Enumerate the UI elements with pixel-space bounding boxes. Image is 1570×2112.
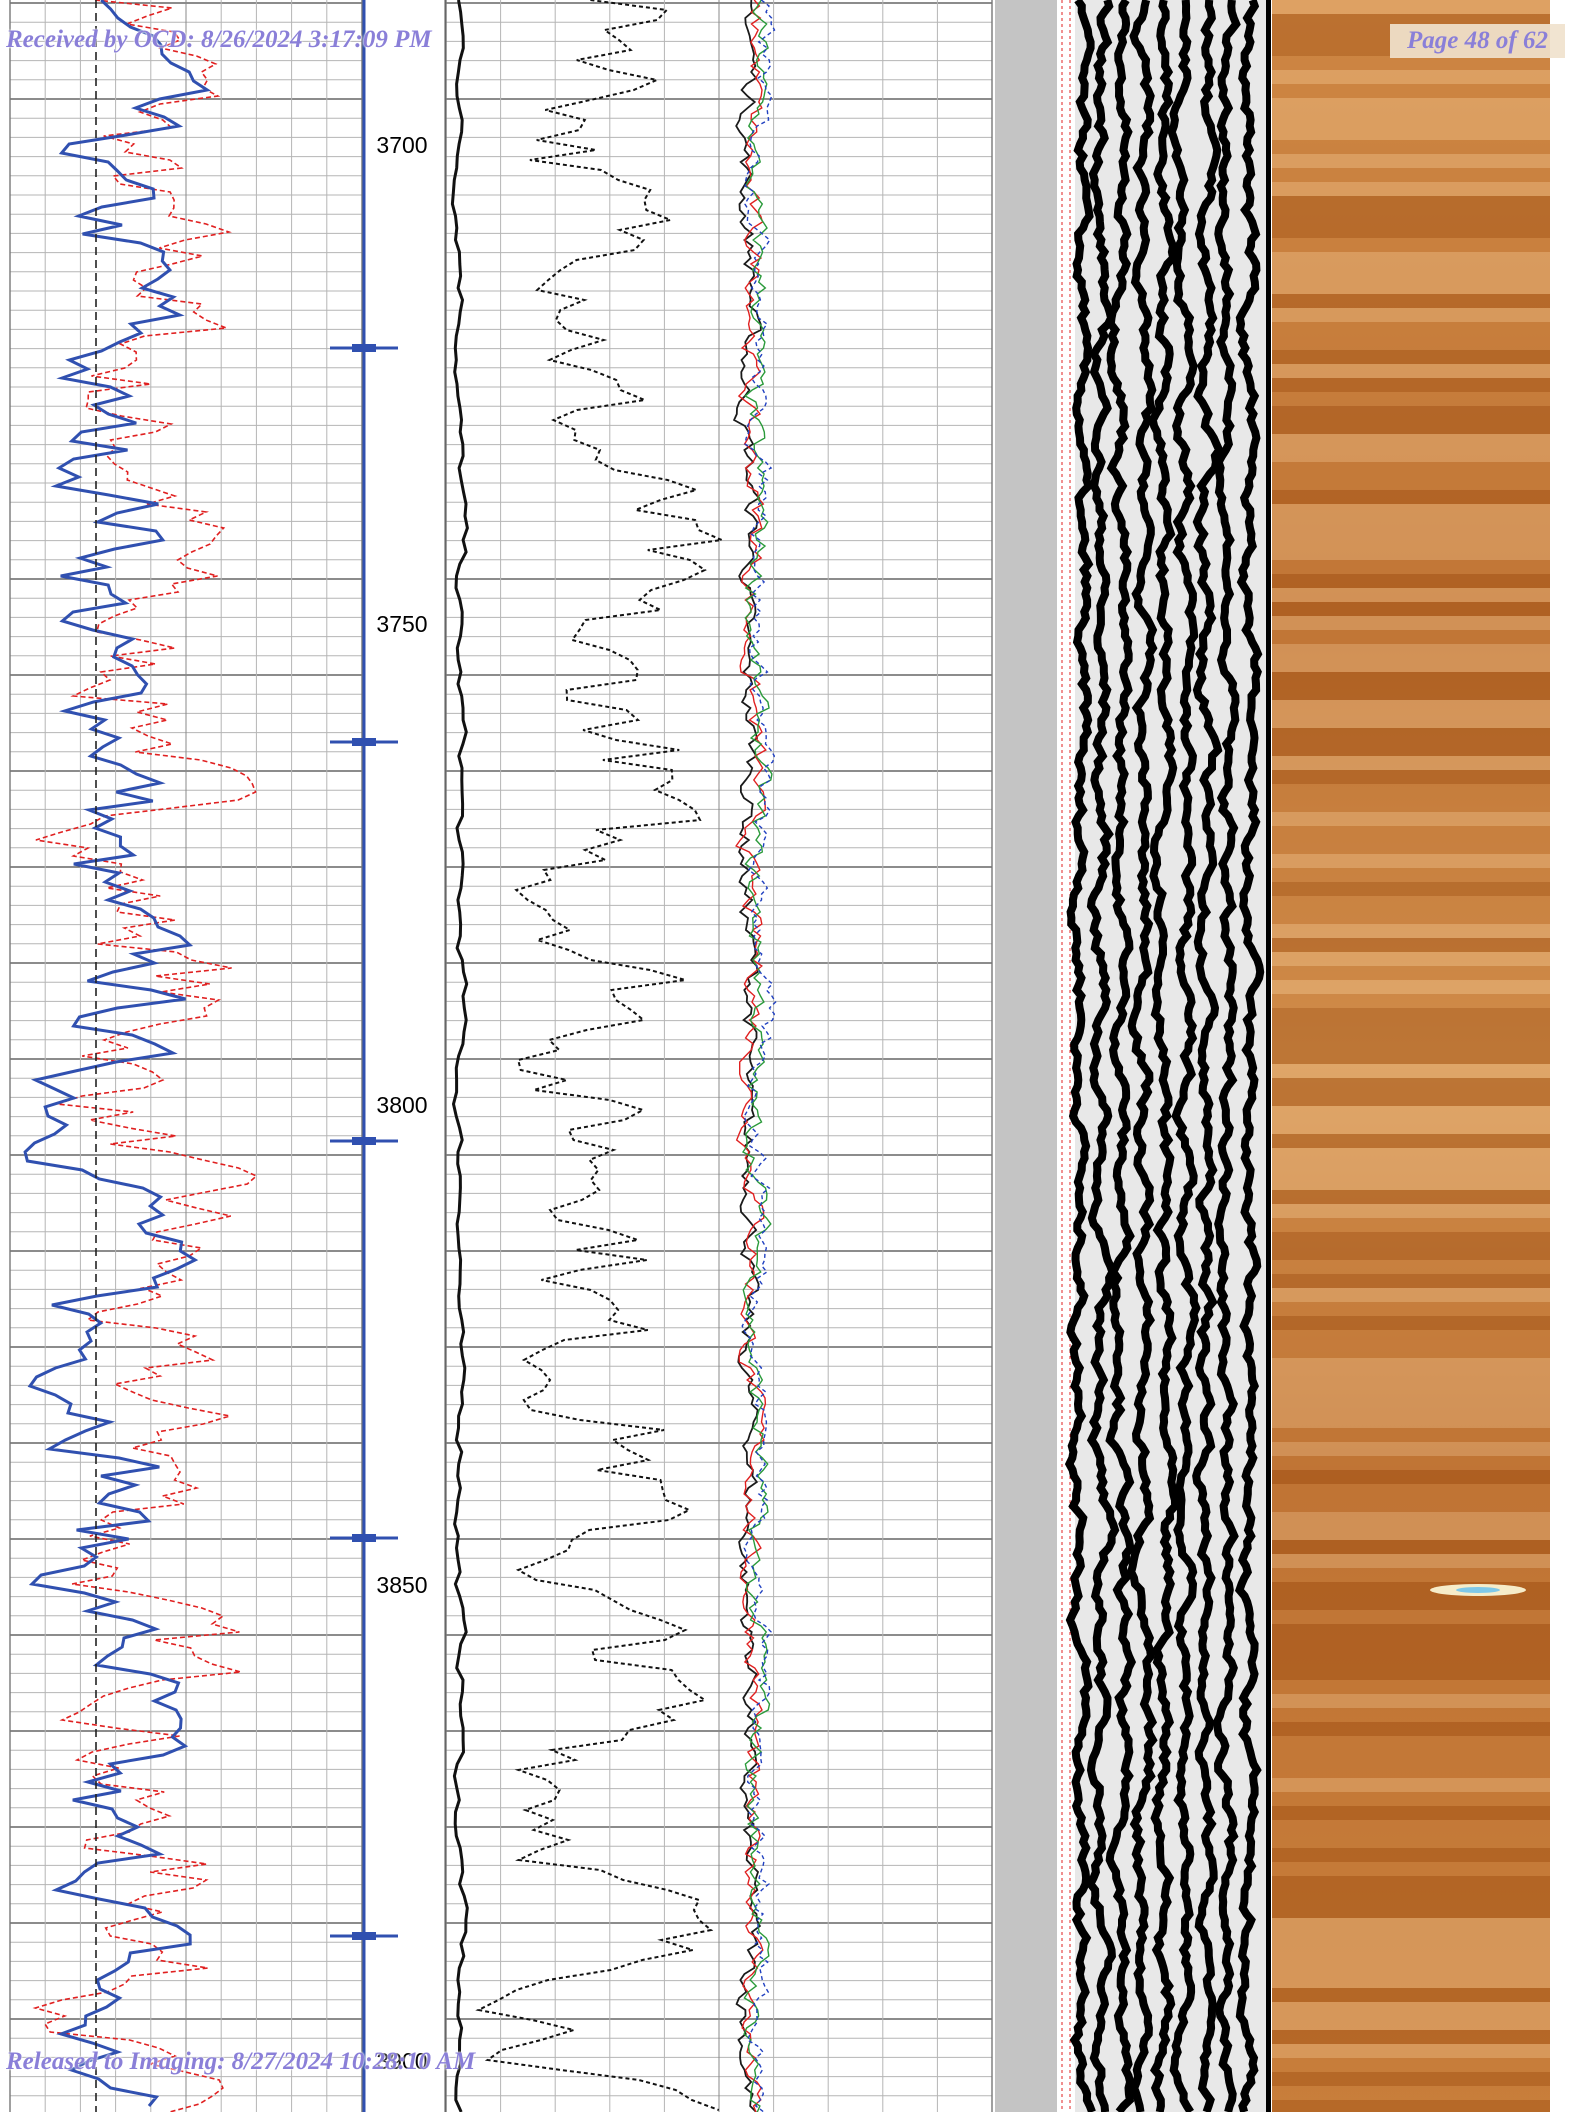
depth-label: 3750 — [366, 611, 438, 637]
log-curves — [23, 0, 777, 2112]
depth-label: 3700 — [366, 132, 438, 158]
depth-label: 3850 — [366, 1572, 438, 1598]
released-stamp: Released to Imaging: 8/27/2024 10:28:10 … — [6, 2048, 476, 2075]
image-track — [995, 0, 1570, 2112]
depth-label: 3800 — [366, 1092, 438, 1118]
received-stamp: Received by OCD: 8/26/2024 3:17:09 PM — [6, 26, 432, 53]
page-number: Page 48 of 62 — [1407, 27, 1548, 54]
page-number-badge: Page 48 of 62 — [1390, 24, 1565, 58]
depth-label: 3900 — [366, 2048, 438, 2074]
